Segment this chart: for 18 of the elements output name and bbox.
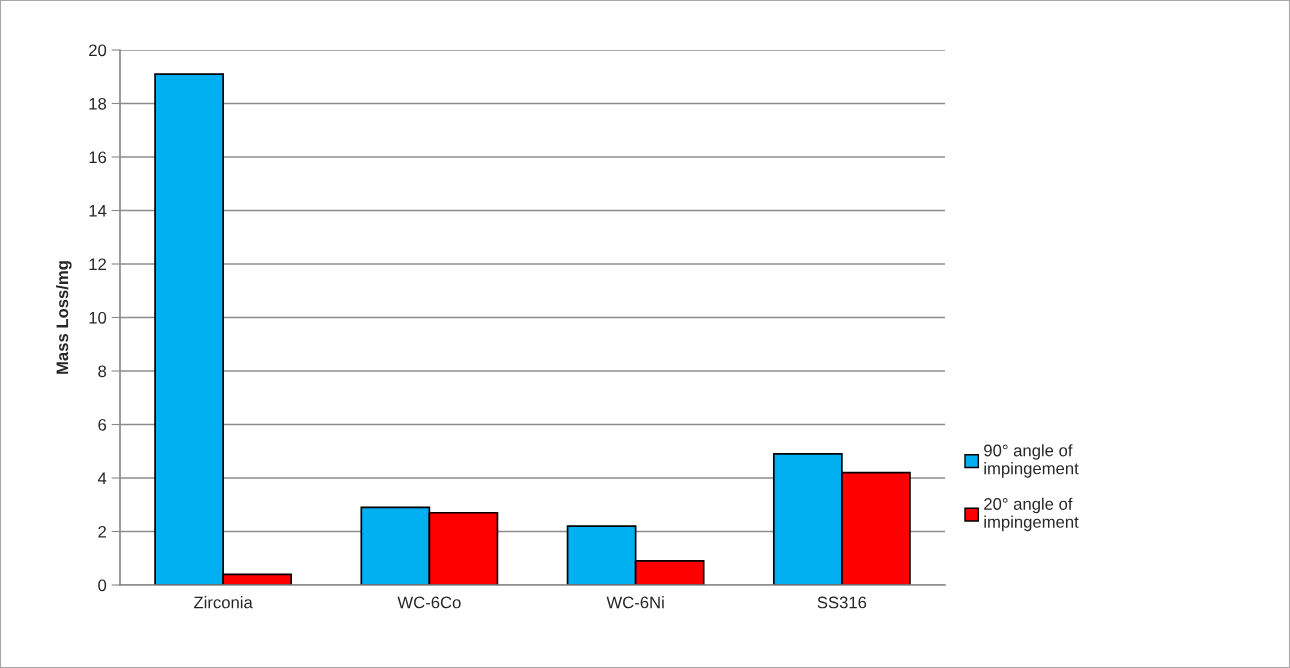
y-tick-label: 10	[89, 311, 107, 324]
y-tick-label: 14	[89, 205, 107, 217]
y-tick-label: 0	[98, 579, 107, 592]
legend-label: 90° angle of impingement	[984, 444, 1079, 478]
y-tick-label: 2	[98, 525, 106, 538]
y-axis-title: Mass Loss/mg	[55, 261, 72, 374]
y-tick-label: 18	[89, 97, 107, 110]
x-tick-label: SS316	[817, 596, 867, 609]
y-tick-label: 6	[98, 418, 107, 431]
x-tick-label: WC-6Co	[397, 596, 461, 609]
y-tick-label: 12	[89, 258, 106, 271]
x-tick-label: Zirconia	[194, 596, 253, 609]
legend-label: 20° angle of impingement	[984, 497, 1079, 532]
y-tick-label: 16	[89, 151, 107, 164]
x-tick-label: WC-6Ni	[606, 596, 664, 609]
y-tick-label: 8	[98, 365, 107, 378]
y-tick-label: 20	[89, 44, 107, 57]
y-tick-label: 4	[97, 472, 107, 485]
